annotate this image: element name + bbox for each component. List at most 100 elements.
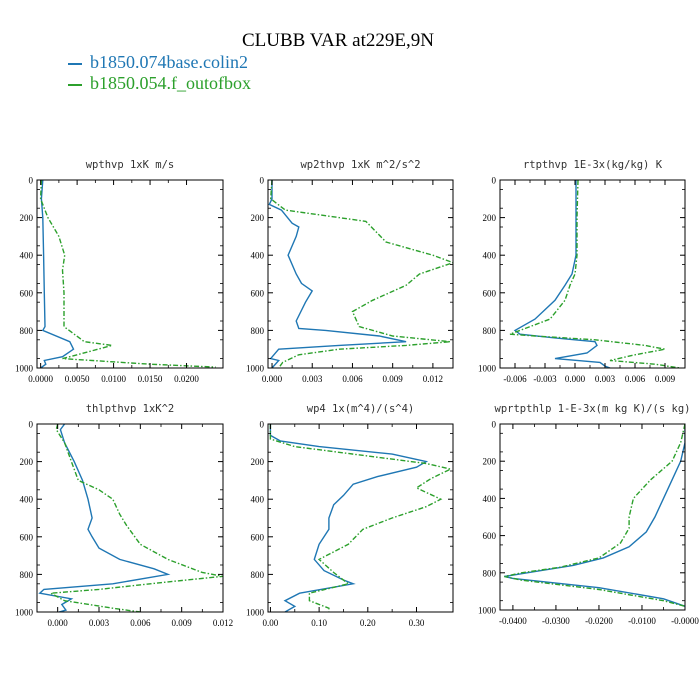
y-tick-label: 400 <box>483 251 497 261</box>
y-tick-label: 800 <box>20 570 34 580</box>
x-tick-label: 0.003 <box>89 618 110 628</box>
y-tick-label: 800 <box>483 568 497 578</box>
panel-title: wprtpthlp 1-E-3x(m kg K)/(s kg) <box>495 403 691 415</box>
series-line-1 <box>504 424 685 607</box>
y-tick-label: 0 <box>260 176 265 186</box>
series-line-1 <box>269 424 429 612</box>
x-tick-label: -0.0000 <box>671 616 699 626</box>
y-tick-label: 600 <box>483 531 497 541</box>
chart-panel-6: wprtpthlp 1-E-3x(m kg K)/(s kg) 0 200 400 60… <box>478 403 699 626</box>
series-line-1 <box>268 180 407 368</box>
legend-label-1: b1850.074base.colin2 <box>90 52 248 72</box>
legend-label-2: b1850.054.f_outofbox <box>90 73 251 93</box>
y-tick-label: 800 <box>20 326 34 336</box>
legend-swatch-1 <box>68 63 82 65</box>
y-tick-label: 600 <box>20 288 34 298</box>
series-line-2 <box>269 424 453 612</box>
chart-panel-4: thlpthvp 1xK^2 0 200 400 600 800 1000 0.000 0.00… <box>15 403 233 628</box>
plot-frame <box>267 179 454 369</box>
plot-frame <box>267 423 454 613</box>
panel-title: wpthvp 1xK m/s <box>86 159 175 171</box>
x-tick-label: 0.000 <box>48 618 69 628</box>
y-tick-label: 200 <box>483 457 497 467</box>
y-tick-label: 400 <box>251 495 265 505</box>
x-tick-label: -0.003 <box>533 374 557 384</box>
series-line-2 <box>39 180 216 368</box>
legend-entry-1: b1850.074base.colin2 <box>68 52 248 73</box>
y-tick-label: 0 <box>492 420 497 430</box>
x-tick-label: -0.0200 <box>585 616 613 626</box>
legend-entry-2: b1850.054.f_outofbox <box>68 73 251 94</box>
y-tick-label: 200 <box>483 213 497 223</box>
series-line-2 <box>504 424 685 607</box>
y-tick-label: 600 <box>251 532 265 542</box>
y-tick-label: 400 <box>251 251 265 261</box>
y-tick-label: 0 <box>29 420 34 430</box>
y-tick-label: 400 <box>20 251 34 261</box>
figure-title: CLUBB VAR at229E,9N <box>242 30 434 51</box>
y-tick-label: 1000 <box>246 608 265 618</box>
x-tick-label: 0.00 <box>263 618 279 628</box>
x-tick-label: 0.000 <box>262 374 283 384</box>
y-tick-label: 800 <box>251 570 265 580</box>
plot-frame <box>499 179 686 369</box>
y-tick-label: 1000 <box>15 364 34 374</box>
x-tick-label: 0.000 <box>565 374 586 384</box>
series-line-1 <box>38 424 171 612</box>
series-line-1 <box>40 180 75 368</box>
x-tick-label: 0.009 <box>655 374 676 384</box>
series-line-2 <box>509 180 681 368</box>
panel-title: wp4 1x(m^4)/(s^4) <box>307 403 414 415</box>
plot-frame <box>36 179 224 369</box>
x-tick-label: 0.003 <box>302 374 323 384</box>
x-tick-label: 0.006 <box>625 374 646 384</box>
x-tick-label: 0.0100 <box>101 374 126 384</box>
y-tick-label: 1000 <box>246 364 265 374</box>
x-tick-label: 0.009 <box>172 618 193 628</box>
x-tick-label: 0.012 <box>213 618 233 628</box>
y-tick-label: 200 <box>20 457 34 467</box>
y-tick-label: 200 <box>251 457 265 467</box>
series-line-2 <box>269 180 453 368</box>
y-tick-label: 800 <box>483 326 497 336</box>
x-tick-label: 0.0000 <box>28 374 53 384</box>
x-tick-label: 0.30 <box>409 618 425 628</box>
y-tick-label: 200 <box>20 213 34 223</box>
x-tick-label: -0.0100 <box>628 616 656 626</box>
y-tick-label: 0 <box>29 176 34 186</box>
panel-title: rtpthvp 1E-3x(kg/kg) K <box>523 159 663 171</box>
y-tick-label: 1000 <box>478 364 497 374</box>
y-tick-label: 0 <box>492 176 497 186</box>
y-tick-label: 400 <box>483 494 497 504</box>
panel-title: thlpthvp 1xK^2 <box>86 403 175 415</box>
x-tick-label: 0.012 <box>423 374 443 384</box>
plot-frame <box>499 423 686 611</box>
x-tick-label: 0.0150 <box>138 374 163 384</box>
x-tick-label: 0.006 <box>130 618 151 628</box>
y-tick-label: 0 <box>260 420 265 430</box>
x-tick-label: 0.10 <box>311 618 327 628</box>
y-tick-label: 400 <box>20 495 34 505</box>
x-tick-label: 0.0050 <box>65 374 90 384</box>
y-tick-label: 600 <box>20 532 34 542</box>
x-tick-label: 0.006 <box>342 374 363 384</box>
plot-frame <box>36 423 224 613</box>
y-tick-label: 600 <box>483 288 497 298</box>
panel-title: wp2thvp 1xK m^2/s^2 <box>300 159 420 171</box>
chart-panel-2: wp2thvp 1xK m^2/s^2020040060080010000.00… <box>246 159 454 384</box>
x-tick-label: 0.003 <box>595 374 616 384</box>
y-tick-label: 1000 <box>478 606 497 616</box>
x-tick-label: -0.0400 <box>499 616 527 626</box>
series-line-2 <box>48 424 223 612</box>
y-tick-label: 800 <box>251 326 265 336</box>
y-tick-label: 1000 <box>15 608 34 618</box>
y-tick-label: 200 <box>251 213 265 223</box>
legend-swatch-2 <box>68 84 82 86</box>
x-tick-label: 0.009 <box>383 374 404 384</box>
x-tick-label: -0.0300 <box>542 616 570 626</box>
x-tick-label: 0.0200 <box>174 374 199 384</box>
